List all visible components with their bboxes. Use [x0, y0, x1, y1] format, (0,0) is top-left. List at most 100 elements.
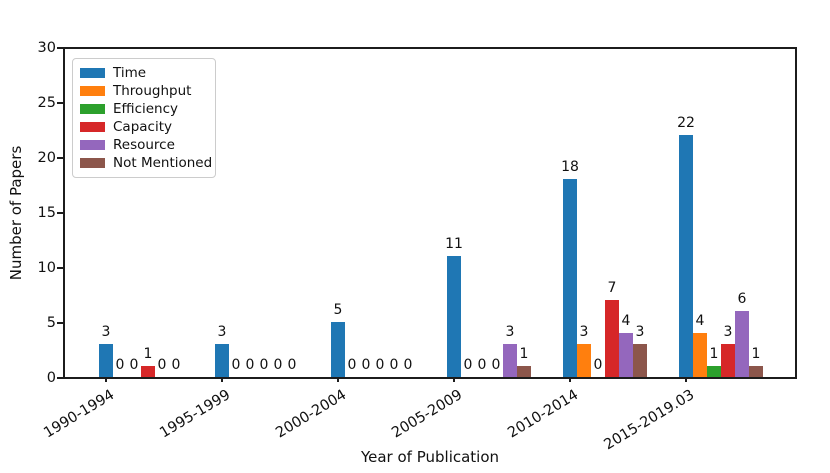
legend-item: Capacity — [73, 118, 215, 136]
bar-value-label: 0 — [157, 357, 167, 373]
y-tick-label: 20 — [37, 150, 56, 166]
x-tick-label: 2000-2004 — [273, 387, 350, 442]
y-tick-label: 5 — [46, 315, 56, 331]
bar — [707, 366, 721, 377]
bar-value-label: 0 — [245, 357, 255, 373]
bar — [331, 322, 345, 377]
bar-value-label: 0 — [231, 357, 241, 373]
bar — [619, 333, 633, 377]
x-tick-label: 2015-2019.03 — [601, 387, 698, 454]
bar-value-label: 3 — [101, 324, 111, 340]
bar — [517, 366, 531, 377]
legend-item: Efficiency — [73, 100, 215, 118]
bar-value-label: 0 — [115, 357, 125, 373]
y-tick-mark — [57, 377, 63, 379]
bar-value-label: 11 — [445, 236, 463, 252]
bar — [563, 179, 577, 377]
x-tick-label: 1995-1999 — [157, 387, 234, 442]
bar — [577, 344, 591, 377]
x-tick-mark — [453, 377, 455, 382]
bar — [447, 256, 461, 377]
x-tick-label: 1990-1994 — [41, 387, 118, 442]
legend-item: Resource — [73, 136, 215, 154]
y-tick-label: 10 — [37, 260, 56, 276]
bar — [735, 311, 749, 377]
legend-swatch — [80, 158, 105, 168]
legend-label: Time — [113, 65, 147, 81]
bar-value-label: 0 — [361, 357, 371, 373]
bar-value-label: 4 — [621, 313, 631, 329]
bar — [749, 366, 763, 377]
legend-swatch — [80, 68, 105, 78]
legend-item: Not Mentioned — [73, 154, 215, 172]
bar-value-label: 22 — [677, 115, 695, 131]
bar-value-label: 3 — [217, 324, 227, 340]
legend-label: Throughput — [113, 83, 192, 99]
bar — [679, 135, 693, 377]
legend-label: Not Mentioned — [113, 155, 213, 171]
bar-value-label: 0 — [171, 357, 181, 373]
legend-swatch — [80, 122, 105, 132]
bar-value-label: 0 — [463, 357, 473, 373]
x-tick-mark — [337, 377, 339, 382]
legend-swatch — [80, 86, 105, 96]
legend-swatch — [80, 140, 105, 150]
bar-value-label: 0 — [273, 357, 283, 373]
x-tick-mark — [569, 377, 571, 382]
legend-label: Capacity — [113, 119, 172, 135]
bar-value-label: 6 — [737, 291, 747, 307]
bar — [503, 344, 517, 377]
legend-item: Time — [73, 64, 215, 82]
bar-value-label: 1 — [519, 346, 529, 362]
legend-label: Resource — [113, 137, 175, 153]
bar-value-label: 3 — [723, 324, 733, 340]
legend-swatch — [80, 104, 105, 114]
bars-layer: 3 0 0 1 0 0 3 0 0 0 0 0 5 0 0 0 0 0 11 0 0 0 3 1 18 3 0 7 4 3 22 4 1 3 6 1 — [65, 49, 795, 377]
bar — [633, 344, 647, 377]
bar-value-label: 5 — [333, 302, 343, 318]
bar — [721, 344, 735, 377]
bar-value-label: 0 — [491, 357, 501, 373]
y-tick-label: 0 — [46, 370, 56, 386]
bar-value-label: 4 — [695, 313, 705, 329]
bar-value-label: 0 — [287, 357, 297, 373]
y-tick-mark — [57, 322, 63, 324]
x-tick-label: 2005-2009 — [389, 387, 466, 442]
y-tick-label: 25 — [37, 95, 56, 111]
bar — [99, 344, 113, 377]
legend-item: Throughput — [73, 82, 215, 100]
bar-value-label: 0 — [389, 357, 399, 373]
bar-value-label: 3 — [579, 324, 589, 340]
y-tick-label: 30 — [37, 40, 56, 56]
bar — [693, 333, 707, 377]
x-tick-mark — [685, 377, 687, 382]
bar-value-label: 0 — [403, 357, 413, 373]
bar-value-label: 0 — [259, 357, 269, 373]
x-tick-label: 2010-2014 — [505, 387, 582, 442]
y-tick-mark — [57, 212, 63, 214]
bar-value-label: 1 — [709, 346, 719, 362]
bar — [605, 300, 619, 377]
bar-value-label: 3 — [635, 324, 645, 340]
x-axis-title: Year of Publication — [360, 448, 500, 466]
y-tick-mark — [57, 102, 63, 104]
x-tick-mark — [105, 377, 107, 382]
plot-area — [63, 47, 797, 379]
legend-label: Efficiency — [113, 101, 179, 117]
bar-value-label: 1 — [751, 346, 761, 362]
y-tick-mark — [57, 267, 63, 269]
bar-value-label: 0 — [129, 357, 139, 373]
bar-value-label: 0 — [347, 357, 357, 373]
bar — [141, 366, 155, 377]
bar-value-label: 7 — [607, 280, 617, 296]
bar — [215, 344, 229, 377]
bar-value-label: 0 — [593, 357, 603, 373]
bar-value-label: 18 — [561, 159, 579, 175]
y-tick-mark — [57, 47, 63, 49]
bar-value-label: 0 — [477, 357, 487, 373]
bar-value-label: 1 — [143, 346, 153, 362]
bar-value-label: 3 — [505, 324, 515, 340]
legend: Time Throughput Efficiency Capacity Resource… — [72, 58, 216, 178]
bar-value-label: 0 — [375, 357, 385, 373]
